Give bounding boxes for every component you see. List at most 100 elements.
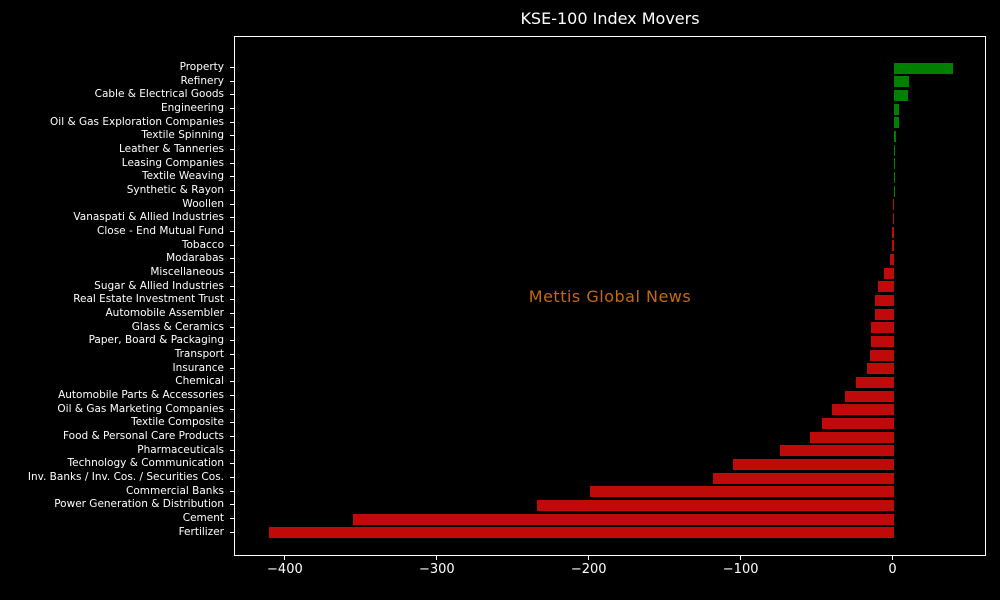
y-axis-label: Textile Weaving — [142, 170, 224, 183]
y-axis-label: Commercial Banks — [126, 484, 224, 497]
y-axis-label: Technology & Communication — [67, 457, 224, 470]
y-axis-label: Woollen — [182, 197, 224, 210]
y-tick-mark — [230, 217, 234, 219]
bar — [856, 376, 894, 388]
y-tick-mark — [230, 121, 234, 123]
bar — [809, 431, 894, 443]
y-tick-mark — [230, 504, 234, 506]
bar — [893, 171, 895, 183]
y-tick-mark — [230, 381, 234, 383]
y-axis-label: Refinery — [180, 74, 224, 87]
bar — [821, 417, 894, 429]
y-axis-label: Tobacco — [181, 238, 224, 251]
y-tick-mark — [230, 340, 234, 342]
bar — [878, 281, 894, 293]
y-tick-mark — [230, 313, 234, 315]
y-tick-mark — [230, 203, 234, 205]
bar — [870, 349, 894, 361]
y-axis-label: Textile Spinning — [141, 129, 224, 142]
y-tick-mark — [230, 176, 234, 178]
bar — [891, 240, 894, 252]
bar — [536, 499, 894, 511]
y-axis-label: Food & Personal Care Products — [62, 430, 224, 443]
y-tick-mark — [230, 231, 234, 233]
bar — [892, 199, 894, 211]
y-tick-mark — [230, 258, 234, 260]
y-tick-mark — [230, 162, 234, 164]
y-axis-label: Cement — [182, 512, 224, 525]
y-axis-label: Leather & Tanneries — [118, 143, 224, 156]
bar — [589, 486, 894, 498]
watermark-text: Mettis Global News — [528, 287, 692, 306]
y-axis-label: Vanaspati & Allied Industries — [73, 211, 224, 224]
y-axis-label: Miscellaneous — [150, 266, 224, 279]
y-axis-label: Oil & Gas Marketing Companies — [57, 402, 224, 415]
y-axis-label: Synthetic & Rayon — [126, 184, 224, 197]
bar — [870, 335, 894, 347]
y-axis-label: Property — [179, 61, 224, 73]
bar — [874, 308, 894, 320]
y-tick-mark — [230, 326, 234, 328]
y-axis-label: Insurance — [172, 361, 224, 374]
bar — [892, 226, 894, 238]
bar — [871, 322, 894, 334]
y-tick-mark — [230, 367, 234, 369]
y-tick-mark — [230, 299, 234, 301]
y-axis-label: Close - End Mutual Fund — [97, 225, 224, 238]
bar — [893, 103, 900, 115]
bar — [892, 212, 894, 224]
x-tick-mark — [436, 556, 438, 560]
y-tick-mark — [230, 477, 234, 479]
bar — [893, 130, 896, 142]
x-tick-mark — [892, 556, 894, 560]
x-tick-mark — [588, 556, 590, 560]
x-axis-label: −400 — [267, 562, 303, 577]
bar — [884, 267, 894, 279]
bar — [779, 445, 894, 457]
y-tick-mark — [230, 149, 234, 151]
x-axis-label: −100 — [722, 562, 759, 577]
bar — [832, 404, 894, 416]
y-axis-label: Leasing Companies — [121, 156, 224, 169]
x-axis-label: −300 — [418, 562, 455, 577]
bar — [889, 253, 894, 265]
y-axis-label: Pharmaceuticals — [137, 443, 224, 456]
y-axis-label: Modarabas — [166, 252, 224, 265]
y-tick-mark — [230, 395, 234, 397]
y-tick-mark — [230, 354, 234, 356]
bar — [893, 158, 895, 170]
y-tick-mark — [230, 463, 234, 465]
y-tick-mark — [230, 80, 234, 82]
bar — [893, 117, 899, 129]
bar — [845, 390, 894, 402]
y-tick-mark — [230, 422, 234, 424]
y-tick-mark — [230, 67, 234, 68]
y-tick-mark — [230, 531, 234, 533]
y-tick-mark — [230, 490, 234, 492]
y-axis-label: Transport — [174, 348, 224, 361]
y-tick-mark — [230, 272, 234, 274]
y-axis-label: Automobile Parts & Accessories — [58, 389, 224, 402]
bar — [893, 185, 895, 197]
bar — [875, 294, 894, 306]
y-tick-mark — [230, 285, 234, 287]
y-axis-label: Automobile Assembler — [105, 307, 225, 320]
y-tick-mark — [230, 436, 234, 438]
bar — [712, 472, 894, 484]
y-axis-label: Power Generation & Distribution — [54, 498, 224, 511]
y-tick-mark — [230, 449, 234, 451]
bar — [732, 458, 894, 470]
y-axis-label: Real Estate Investment Trust — [73, 293, 224, 306]
y-axis-label: Oil & Gas Exploration Companies — [50, 115, 224, 128]
y-axis-label: Chemical — [175, 375, 224, 388]
y-axis-label: Sugar & Allied Industries — [94, 279, 224, 292]
bar — [867, 363, 894, 375]
y-axis-label: Inv. Banks / Inv. Cos. / Securities Cos. — [27, 471, 224, 484]
bar — [352, 513, 894, 525]
bar — [893, 62, 953, 74]
chart-title: KSE-100 Index Movers — [520, 9, 700, 28]
bar — [893, 144, 896, 156]
y-tick-mark — [230, 190, 234, 192]
y-axis-label: Glass & Ceramics — [131, 320, 224, 333]
